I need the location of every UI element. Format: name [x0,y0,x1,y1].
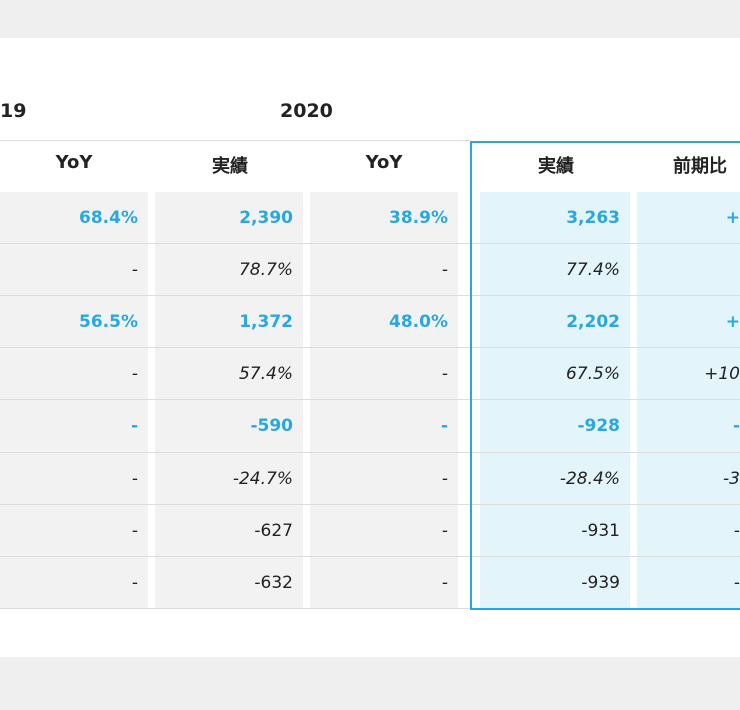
table-cell: - [440,416,448,437]
table-cell: -590 [250,416,293,437]
table-cell: - [732,416,740,437]
table-cell: - [441,468,448,489]
table-cell: - [131,468,138,489]
table-cell: - [441,364,448,385]
row-divider [0,295,740,297]
table-cell: +10 [704,364,740,385]
table-cell: 78.7% [238,260,293,281]
table-cell: 68.4% [79,208,138,228]
column-header: YoY [365,152,403,173]
row-divider [0,451,740,453]
table-cell: 77.4% [565,260,620,281]
table-cell: -928 [577,416,620,437]
row-divider [0,607,740,609]
table-cell: - [733,520,740,541]
table-cell: 57.4% [238,364,293,385]
year-header: 2020 [280,100,333,122]
table-cell: 48.0% [389,312,448,333]
table-panel: 19 2020 YoY 実績 YoY 実績 前期比 68.4% 2,390 38.9% 3,26… [0,38,740,657]
table-cell: -627 [254,520,293,541]
table-cell: - [131,364,138,385]
table-cell: 1,372 [239,312,293,333]
row-divider [0,243,740,245]
table-cell: -24.7% [232,468,293,489]
row-divider [0,555,740,557]
table-cell: 56.5% [79,312,138,333]
row-divider [0,399,740,401]
table-cell: 3,263 [566,208,620,228]
table-cell: - [441,572,448,593]
row-divider [0,347,740,349]
column-header: 実績 [212,156,248,177]
table-cell: + [725,312,740,333]
table-cell: -28.4% [559,468,620,489]
table-cell: 67.5% [565,364,620,385]
column-header: YoY [55,152,93,173]
highlight-box [470,141,740,610]
table-cell: - [131,520,138,541]
table-cell: - [131,572,138,593]
table-cell: -939 [581,572,620,593]
table-cell: - [441,520,448,541]
table-cell: -632 [254,572,293,593]
header-line [0,140,470,141]
table-cell: - [441,260,448,281]
column-header: 前期比 [673,156,727,177]
table-cell: -931 [581,520,620,541]
table-cell: - [131,260,138,281]
table-cell: + [725,208,740,228]
table-cell: 2,390 [239,208,293,228]
table-cell: 2,202 [566,312,620,333]
table-cell: - [733,572,740,593]
year-header: 19 [0,100,27,122]
column-header: 実績 [538,156,574,177]
table-cell: -3 [723,468,740,489]
row-divider [0,503,740,505]
table-cell: - [130,416,138,437]
table-cell: 38.9% [389,208,448,228]
